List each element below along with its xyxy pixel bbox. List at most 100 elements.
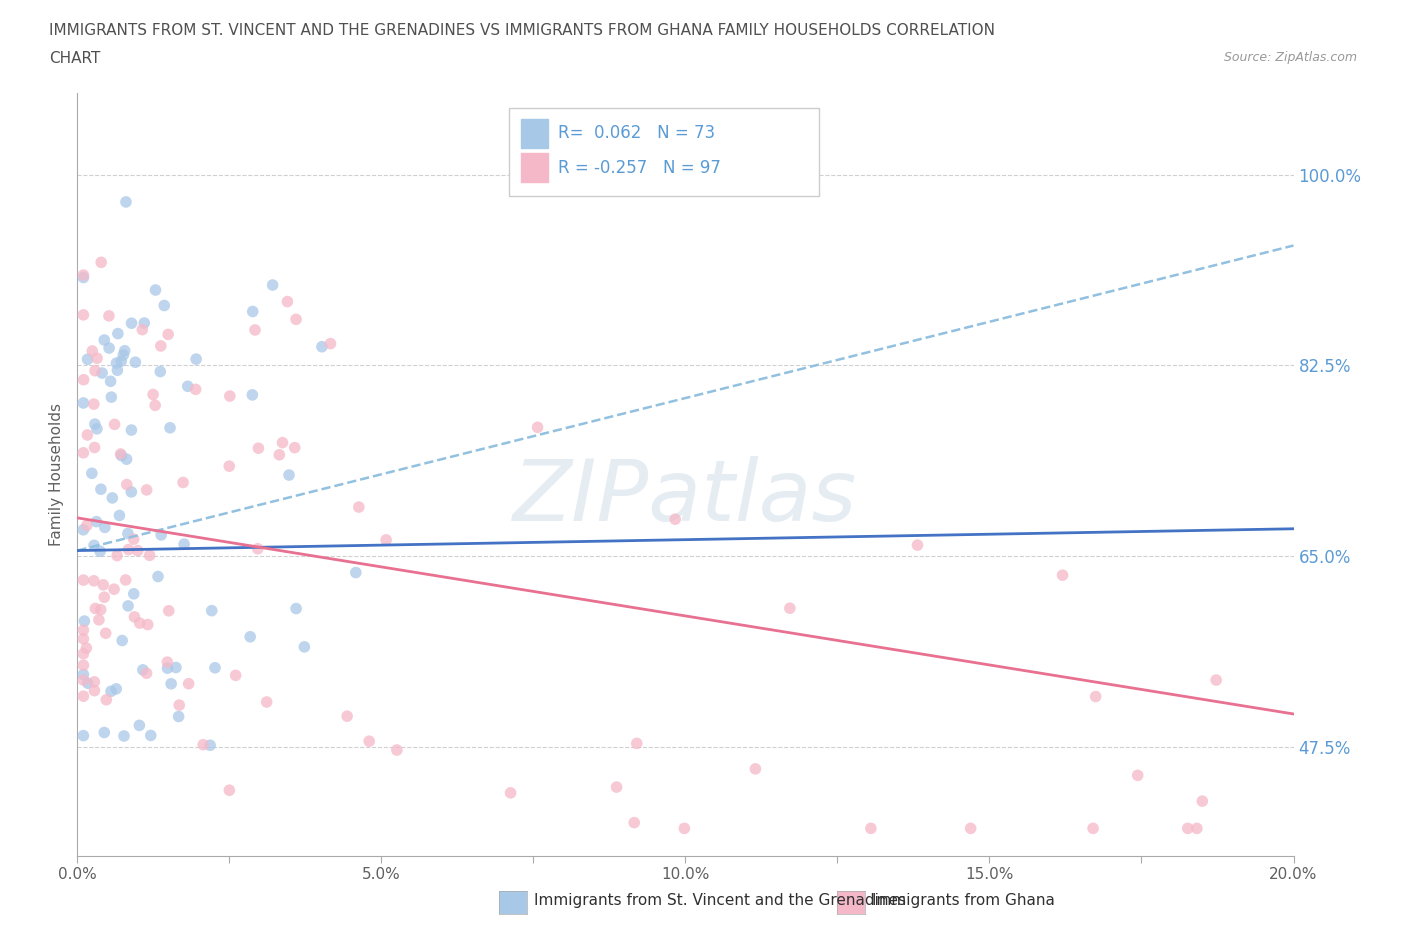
Point	[105, 355, 128, 370]
Point	[160, 676, 183, 691]
Text: CHART: CHART	[49, 51, 101, 66]
Point	[149, 339, 172, 353]
Point	[499, 786, 522, 801]
Point	[93, 590, 115, 604]
Point	[110, 448, 132, 463]
Point	[97, 309, 120, 324]
Point	[72, 372, 94, 387]
Point	[76, 676, 98, 691]
Text: ZIPatlas: ZIPatlas	[513, 456, 858, 538]
Point	[385, 742, 408, 757]
Point	[193, 737, 215, 752]
Point	[347, 499, 370, 514]
Point	[128, 718, 150, 733]
Point	[83, 417, 105, 432]
Point	[172, 475, 194, 490]
Text: Immigrants from St. Vincent and the Grenadines: Immigrants from St. Vincent and the Gren…	[534, 893, 907, 908]
Point	[526, 419, 548, 434]
Point	[121, 316, 143, 331]
Point	[167, 698, 190, 712]
Point	[165, 660, 187, 675]
Point	[359, 734, 381, 749]
Point	[623, 816, 645, 830]
Point	[86, 514, 108, 529]
Point	[218, 458, 240, 473]
Point	[150, 527, 173, 542]
Point	[105, 548, 128, 563]
Point	[606, 779, 628, 794]
Point	[86, 351, 108, 365]
Point	[83, 574, 105, 589]
Point	[72, 672, 94, 687]
Point	[108, 508, 131, 523]
Point	[76, 428, 98, 443]
Point	[262, 277, 284, 292]
Point	[271, 435, 294, 450]
Point	[156, 660, 179, 675]
Point	[72, 308, 94, 323]
Point	[115, 477, 138, 492]
Point	[111, 633, 134, 648]
Point	[90, 603, 112, 618]
Point	[292, 640, 315, 655]
Point	[156, 655, 179, 670]
Point	[98, 340, 121, 355]
Point	[76, 352, 98, 366]
Point	[186, 352, 208, 366]
Point	[135, 483, 157, 498]
Point	[114, 343, 136, 358]
Point	[73, 614, 96, 629]
Point	[135, 666, 157, 681]
Point	[112, 728, 135, 743]
Point	[83, 397, 105, 412]
Point	[114, 573, 136, 588]
Point	[139, 728, 162, 743]
Point	[225, 668, 247, 683]
Text: R=  0.062   N = 73: R= 0.062 N = 73	[558, 125, 714, 142]
Point	[177, 379, 200, 393]
Point	[127, 543, 149, 558]
Point	[136, 618, 159, 632]
Point	[201, 604, 224, 618]
Point	[72, 728, 94, 743]
Point	[240, 388, 263, 403]
Point	[673, 821, 696, 836]
Point	[124, 609, 146, 624]
Point	[276, 294, 298, 309]
Point	[145, 283, 167, 298]
Point	[336, 709, 359, 724]
Point	[107, 326, 129, 341]
Point	[96, 692, 118, 707]
Point	[344, 565, 367, 580]
Point	[242, 304, 264, 319]
Point	[83, 440, 105, 455]
Point	[1084, 689, 1107, 704]
Point	[131, 322, 153, 337]
FancyBboxPatch shape	[509, 108, 820, 196]
Point	[128, 616, 150, 631]
Point	[142, 387, 165, 402]
Point	[159, 420, 181, 435]
Point	[1126, 768, 1149, 783]
Point	[149, 365, 172, 379]
Point	[204, 660, 226, 675]
Point	[664, 512, 686, 526]
Point	[779, 601, 801, 616]
Point	[1185, 821, 1208, 836]
Point	[103, 417, 125, 432]
Point	[120, 485, 142, 499]
Bar	[522, 119, 548, 148]
Point	[744, 762, 766, 777]
Point	[153, 299, 176, 313]
Point	[83, 674, 105, 689]
Point	[311, 339, 333, 354]
Point	[247, 441, 270, 456]
Point	[284, 440, 307, 455]
Point	[117, 526, 139, 541]
Point	[72, 658, 94, 672]
Point	[83, 684, 105, 698]
Point	[72, 667, 94, 682]
Point	[91, 578, 114, 592]
Point	[87, 612, 110, 627]
Point	[256, 695, 278, 710]
